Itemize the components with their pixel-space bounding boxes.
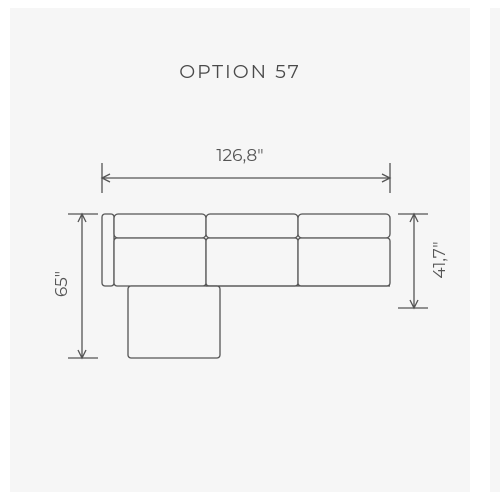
dim-height-label: 41,7" <box>430 230 450 290</box>
next-card-strip <box>490 8 500 492</box>
diagram-card: OPTION 57 <box>10 8 470 492</box>
dim-depth-label: 65" <box>52 254 72 314</box>
dim-width-label: 126,8" <box>10 146 470 166</box>
sofa-diagram <box>10 8 470 492</box>
